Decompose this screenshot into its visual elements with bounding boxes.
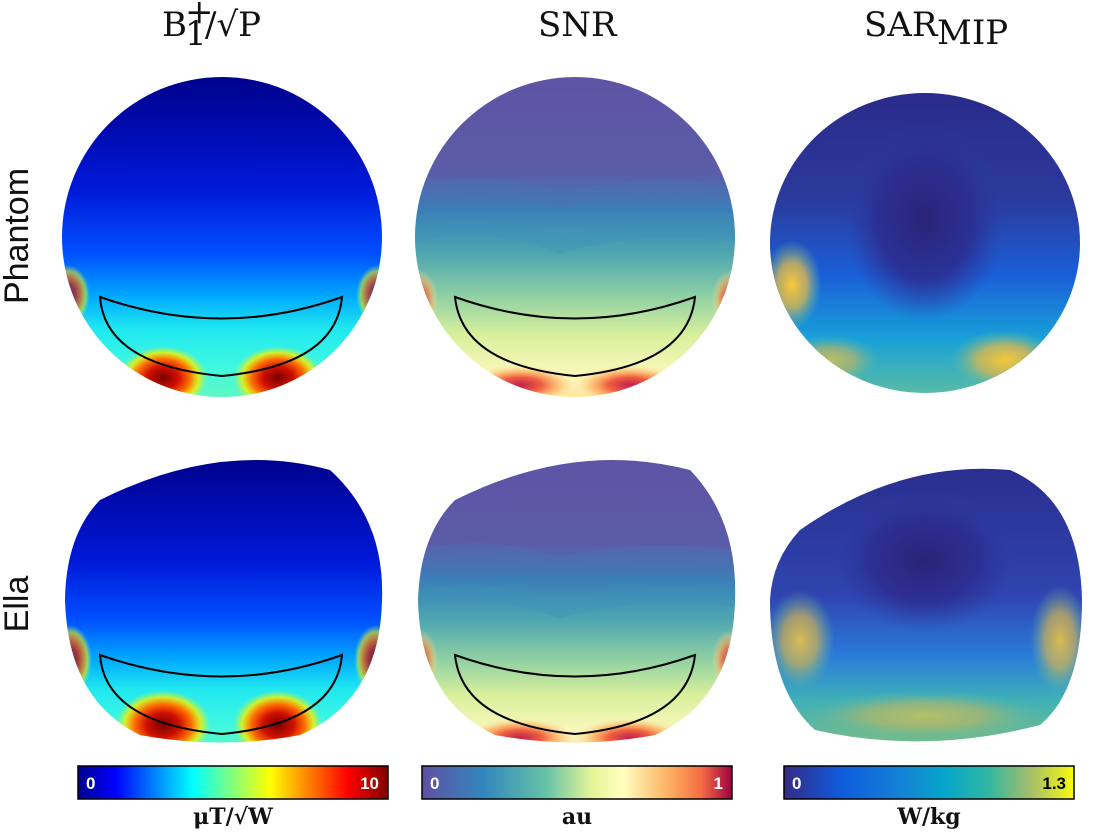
column-title-b1-rest: /√P [205,5,261,45]
column-title-sar-sub: MIP [937,13,1008,53]
colorbar-sar: 0 1.3 W/kg [783,765,1075,830]
row-label-ella: Ella [0,576,36,633]
colorbar-snr-gradient [421,765,733,800]
column-title-snr-main: SNR [538,5,618,45]
colorbar-b1-gradient [77,765,389,800]
map-ella-snr [418,460,736,743]
map-phantom-b1 [62,77,382,397]
column-title-b1-sup: + [185,0,214,32]
map-ella-b1 [65,460,383,743]
column-title-sar: SAR MIP [864,5,1008,53]
colorbar-b1-unit: μT/√W [193,804,273,830]
column-title-sar-main: SAR [864,5,939,45]
map-phantom-snr [415,77,735,397]
colorbar-sar-gradient [783,765,1075,800]
colorbar-snr-min-label: 0 [430,774,439,793]
colorbar-snr-unit: au [562,804,592,830]
row-label-phantom: Phantom [0,168,36,304]
roi-outline [98,653,344,736]
colorbar-b1: 0 10 μT/√W [77,765,389,830]
colorbar-b1-min-label: 0 [86,774,95,793]
colorbar-snr: 0 1 au [421,765,733,830]
colorbar-sar-max-label: 1.3 [1042,774,1066,793]
map-ella-sar [770,468,1082,742]
colorbar-sar-unit: W/kg [896,804,960,830]
colorbar-snr-max-label: 1 [714,774,723,793]
roi-outline [453,653,697,736]
map-phantom-sar [770,93,1080,393]
column-title-b1-main: B [162,5,187,45]
column-title-b1: B + 1 /√P [162,0,261,54]
roi-outline [453,295,697,378]
colorbar-sar-min-label: 0 [792,774,801,793]
colorbar-b1-max-label: 10 [360,774,379,793]
roi-outline [98,295,344,378]
column-title-b1-sub: 1 [185,14,207,54]
column-title-snr: SNR [538,5,618,45]
